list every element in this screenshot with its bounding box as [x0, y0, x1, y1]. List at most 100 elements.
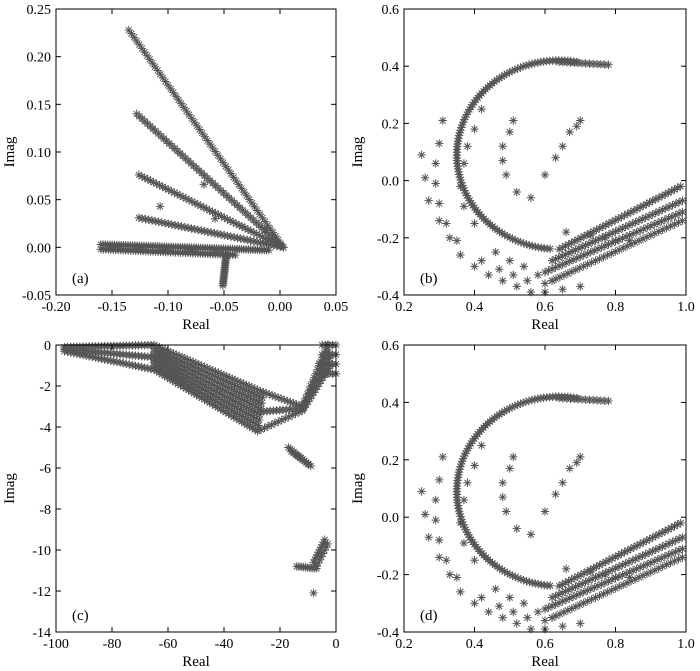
- data-point-125: [558, 243, 567, 252]
- y-axis-title: Imag: [350, 136, 366, 167]
- data-point-218: [590, 583, 599, 592]
- x-tick-label: 0.05: [324, 300, 349, 315]
- data-point-145: [620, 211, 629, 220]
- data-point-418: [251, 419, 260, 429]
- data-point-77: [466, 535, 476, 544]
- data-point-245: [218, 380, 228, 390]
- data-point-126: [109, 357, 119, 366]
- data-point-156: [654, 530, 664, 539]
- panel-label: (d): [420, 608, 438, 624]
- data-point-337: [250, 407, 259, 416]
- data-point-325: [217, 390, 227, 399]
- data-point-299: [435, 139, 444, 148]
- data-point-174: [245, 381, 254, 391]
- data-point-240: [667, 549, 677, 558]
- panel-c: -100 -80 -60 -40 -20 0-14-12-10-8-6-4-20RealI…: [2, 339, 341, 670]
- data-point-155: [252, 229, 262, 239]
- data-point-138: [598, 222, 607, 231]
- data-point-165: [551, 254, 560, 264]
- data-point-101: [522, 240, 531, 249]
- data-point-417: [248, 418, 258, 427]
- data-point-157: [657, 528, 667, 537]
- data-point-257: [599, 252, 608, 262]
- data-point-283: [212, 382, 222, 392]
- data-point-416: [246, 416, 255, 426]
- data-point-209: [279, 243, 288, 252]
- data-point-210: [561, 258, 571, 268]
- data-point-132: [128, 360, 137, 370]
- data-point-496: [280, 414, 290, 423]
- data-point-156: [255, 231, 264, 240]
- y-tick-label: 0.4: [382, 60, 400, 75]
- data-point-15: [527, 395, 537, 405]
- data-point-13: [533, 58, 542, 67]
- data-point-237: [196, 370, 206, 379]
- data-point-240: [667, 212, 677, 221]
- data-point-335: [244, 404, 254, 413]
- data-point-270: [650, 565, 660, 575]
- data-point-272: [658, 562, 667, 571]
- data-point-375: [244, 409, 253, 419]
- data-point-122: [155, 181, 164, 190]
- data-point-135: [589, 564, 598, 573]
- data-point-370: [230, 402, 240, 411]
- data-point-44: [239, 187, 249, 197]
- data-point-142: [611, 552, 620, 562]
- data-point-74: [462, 528, 472, 537]
- data-point-254: [243, 392, 253, 401]
- data-point-283: [540, 507, 550, 516]
- data-point-324: [215, 388, 224, 398]
- data-point-137: [199, 203, 208, 212]
- data-point-196: [236, 234, 245, 243]
- data-point-306: [420, 173, 430, 182]
- data-point-422: [155, 368, 164, 377]
- data-point-357: [195, 383, 205, 392]
- data-point-195: [233, 233, 242, 243]
- data-point-155: [651, 531, 660, 541]
- data-point-272: [658, 225, 667, 234]
- y-tick-label: 0.0: [382, 511, 400, 526]
- data-point-136: [140, 363, 149, 372]
- data-point-320: [505, 593, 514, 602]
- data-point-110: [60, 346, 69, 356]
- data-point-433: [184, 385, 193, 395]
- data-point-314: [512, 619, 521, 628]
- data-point-268: [642, 569, 652, 579]
- data-point-160: [267, 237, 276, 246]
- data-point-246: [221, 381, 230, 391]
- data-point-309: [445, 233, 455, 242]
- data-point-368: [225, 399, 234, 408]
- data-point-256: [595, 254, 604, 264]
- data-point-24: [502, 69, 512, 78]
- data-point-157: [657, 191, 667, 201]
- data-point-275: [670, 556, 679, 566]
- data-point-288: [498, 492, 507, 502]
- data-point-40: [468, 436, 477, 446]
- data-point-130: [573, 572, 583, 581]
- data-point-221: [600, 578, 610, 587]
- data-point-161: [270, 238, 279, 248]
- data-point-100: [519, 239, 528, 248]
- x-tick-label: 0.4: [466, 300, 484, 315]
- data-point-200: [205, 369, 214, 378]
- data-point-412: [235, 410, 244, 420]
- data-point-170: [151, 216, 160, 226]
- data-point-181: [604, 230, 614, 239]
- data-point-164: [217, 369, 226, 379]
- data-point-555: [307, 391, 316, 400]
- data-point-48: [250, 202, 259, 212]
- data-point-286: [505, 464, 514, 473]
- data-point-148: [629, 543, 639, 552]
- data-point-256: [249, 395, 258, 404]
- y-tick-label: 0.10: [27, 146, 52, 161]
- data-point-207: [551, 263, 560, 272]
- data-point-98: [513, 237, 523, 246]
- data-point-243: [678, 544, 687, 553]
- data-point-136: [592, 225, 601, 235]
- data-point-318: [198, 380, 208, 389]
- data-point-111: [63, 347, 72, 356]
- data-markers: [96, 25, 288, 290]
- data-point-24: [502, 405, 512, 415]
- data-point-312: [484, 270, 493, 280]
- data-point-239: [202, 372, 211, 382]
